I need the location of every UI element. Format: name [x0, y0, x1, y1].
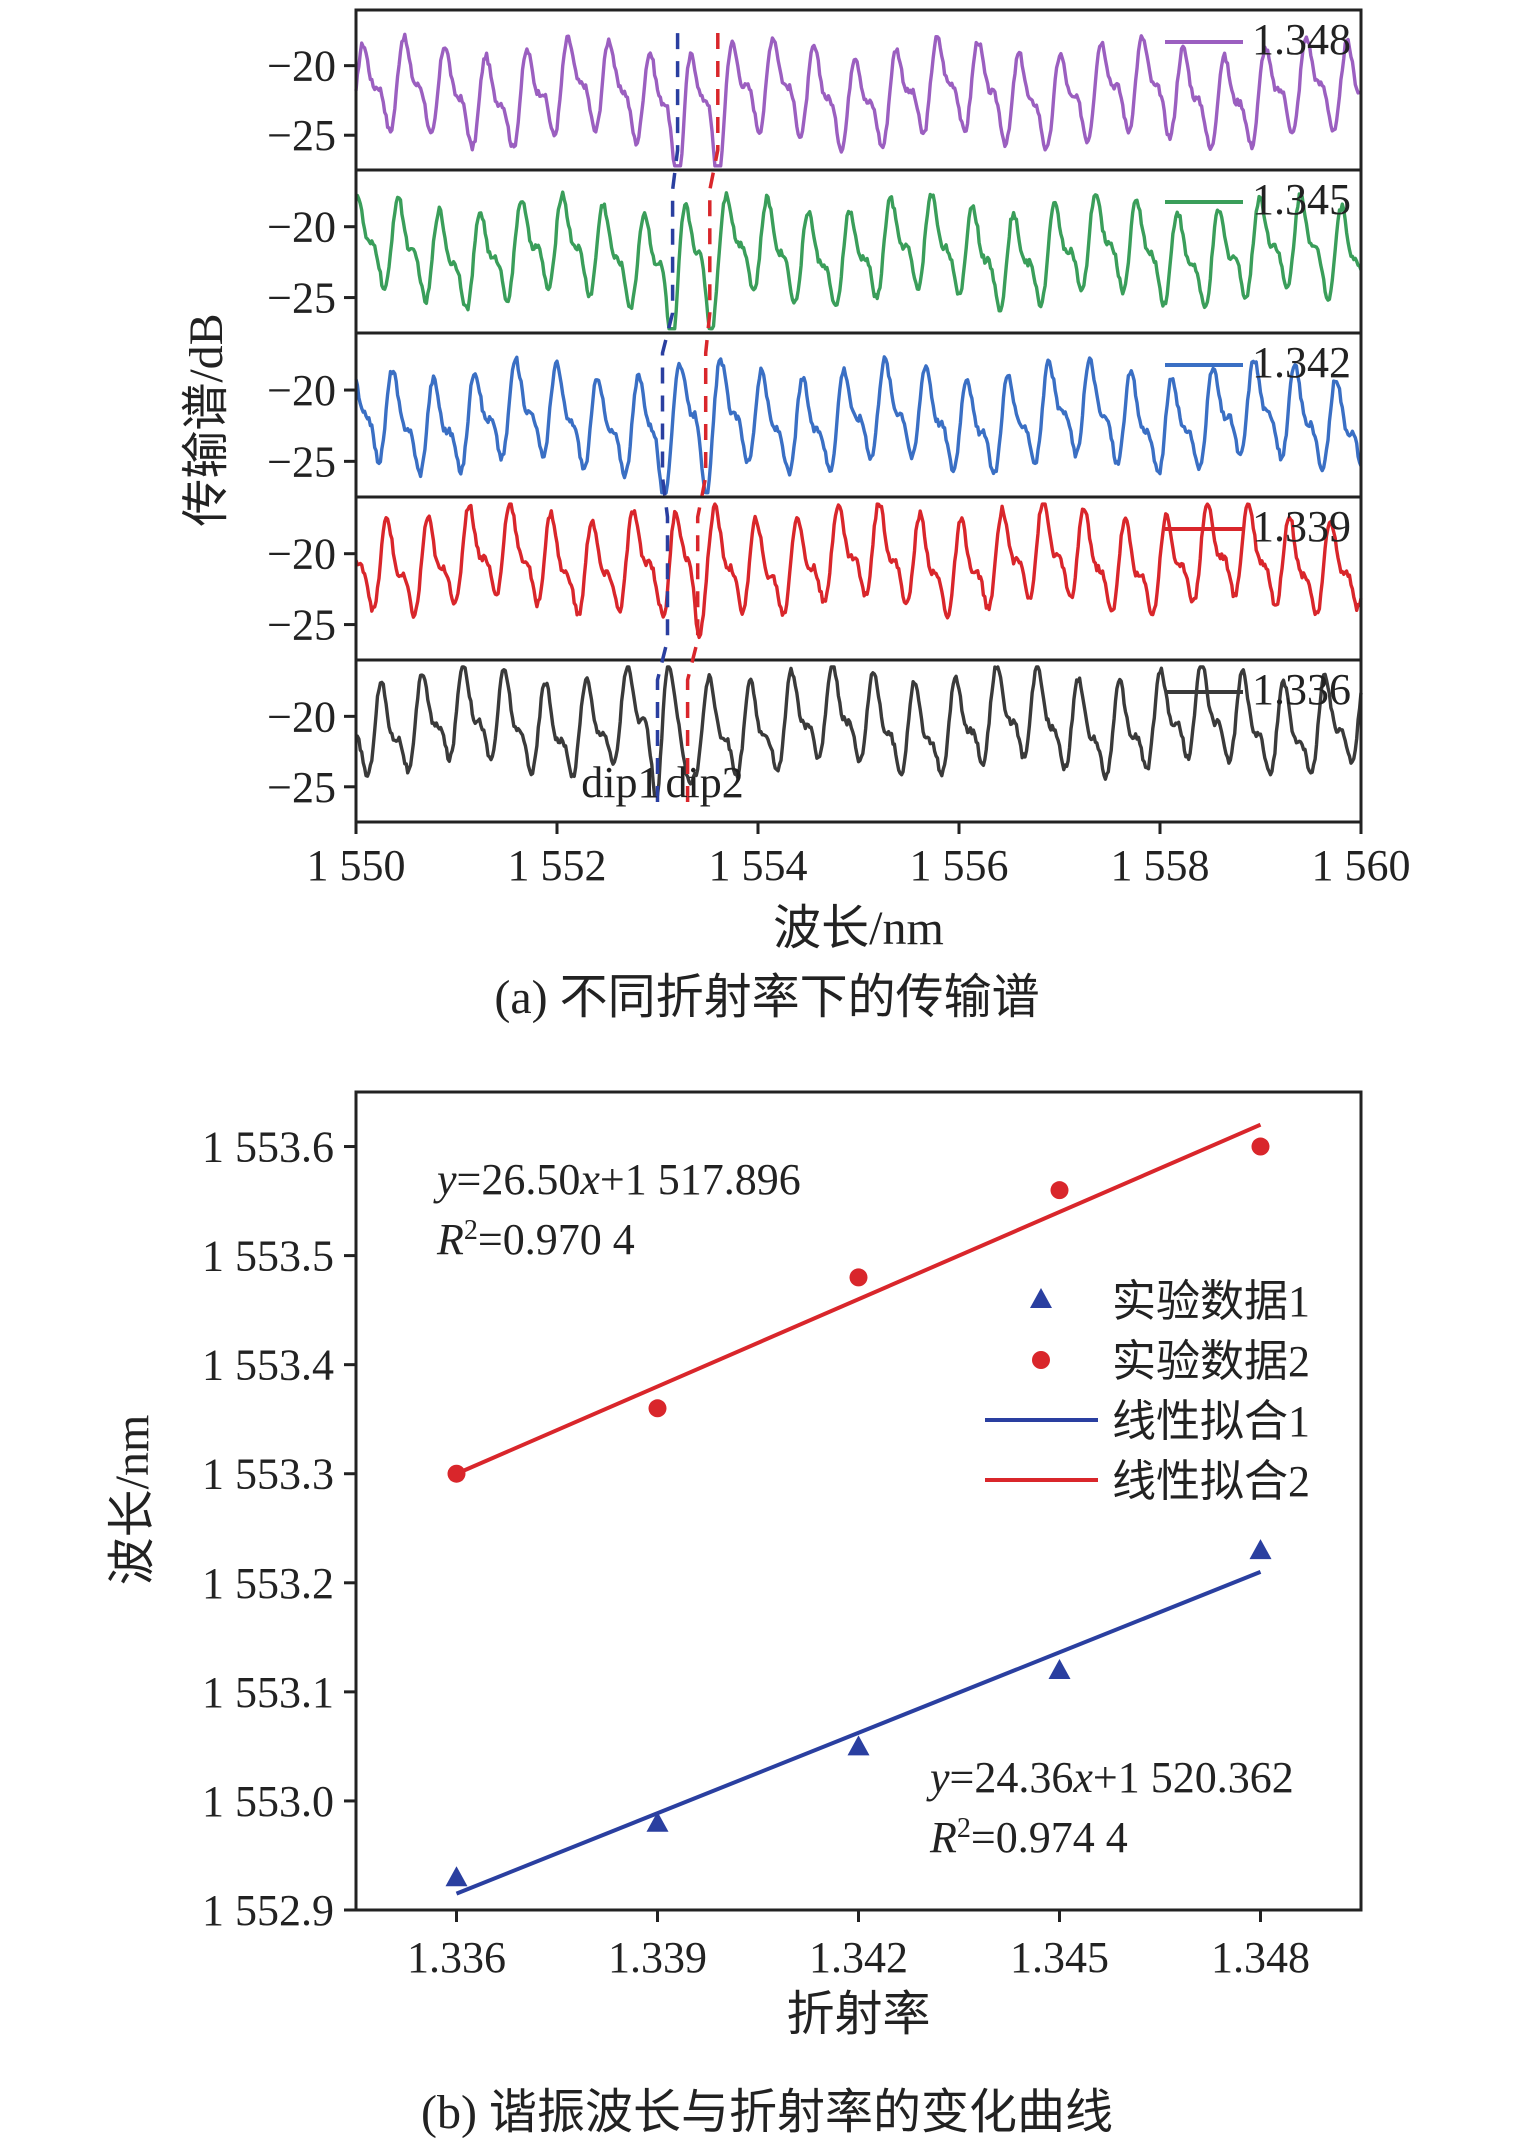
panel-frame: [354, 658, 1363, 824]
x-axis-label: 波长/nm: [773, 902, 944, 955]
x-tick-label: 1.336: [407, 1933, 506, 1982]
y-tick-label: −25: [267, 763, 336, 812]
y-tick-label: −20: [267, 366, 336, 415]
y-tick-label: −20: [267, 530, 336, 579]
spectrum-line-1.342: [354, 355, 1363, 495]
equation-part: 2: [464, 1215, 478, 1246]
legend-marker-实验数据1: [1030, 1288, 1052, 1308]
fit-line-线性拟合1: [455, 1570, 1262, 1896]
y-tick-label: 1 553.1: [202, 1668, 334, 1717]
equation-part: 2: [957, 1813, 971, 1844]
dip2-label: dip2: [666, 758, 744, 807]
fit1-equation: y=24.36x+1 520.362: [926, 1753, 1294, 1802]
y-tick-label: 1 553.0: [202, 1777, 334, 1826]
x-tick-label: 1 552: [508, 841, 607, 890]
legend-marker-实验数据2: [1032, 1351, 1050, 1369]
data-point-实验数据1: [847, 1735, 870, 1756]
data-point-实验数据1: [1048, 1659, 1071, 1680]
chart-b-caption: (b) 谐振波长与折射率的变化曲线: [421, 2086, 1113, 2139]
fit-line-线性拟合2: [455, 1122, 1262, 1476]
spectrum-line-1.336: [355, 665, 1363, 798]
legend-label-实验数据1: 实验数据1: [1112, 1277, 1310, 1326]
x-tick-label: 1 550: [307, 841, 406, 890]
spectrum-panel-1.348: −20 −25 1.348: [267, 8, 1363, 172]
legend-label-实验数据2: 实验数据2: [1112, 1337, 1310, 1386]
legend-label-1.339: 1.339: [1252, 502, 1351, 551]
x-tick-label: 1.342: [809, 1933, 908, 1982]
equation-part: +1 517.896: [600, 1155, 801, 1204]
legend: 实验数据1 实验数据2 线性拟合1 线性拟合2: [985, 1277, 1310, 1506]
y-tick-label: 1 553.4: [202, 1341, 334, 1390]
y-tick-label: 1 553.5: [202, 1232, 334, 1281]
fit2-r-squared: R2=0.970 4: [436, 1215, 635, 1265]
y-tick-label: −20: [267, 692, 336, 741]
y-tick-label: 1 553.3: [202, 1450, 334, 1499]
chart-a-transmission-spectra: −20 −25 1.348 −20 −25 1.345 −20 −25 1.342 −20 −25 1…: [180, 8, 1411, 955]
spectrum-panel-1.342: −20 −25 1.342: [267, 331, 1363, 499]
data-point-实验数据1: [1249, 1539, 1272, 1560]
spectrum-line-1.339: [354, 502, 1363, 640]
x-axis-label: 折射率: [786, 1988, 930, 2041]
equation-part: y: [433, 1155, 457, 1204]
y-tick-label: −25: [267, 111, 336, 160]
equation-part: x: [1072, 1753, 1093, 1802]
data-point-实验数据2: [849, 1268, 868, 1287]
equation-part: =0.970 4: [478, 1215, 635, 1264]
y-axis-label: 波长/nm: [106, 1415, 159, 1586]
y-tick-label: −20: [267, 42, 336, 91]
x-tick-label: 1 554: [709, 841, 808, 890]
fit2-equation: y=26.50x+1 517.896: [433, 1155, 801, 1204]
data-point-实验数据2: [447, 1464, 466, 1483]
x-tick-label: 1.339: [608, 1933, 707, 1982]
dip1-marker-line: [655, 30, 680, 802]
spectrum-line-1.345: [354, 190, 1363, 331]
y-tick-label: −20: [267, 203, 336, 252]
fit1-r-squared: R2=0.974 4: [929, 1813, 1128, 1863]
dip2-marker-line: [685, 30, 720, 802]
x-tick-label: 1.345: [1010, 1933, 1109, 1982]
x-tick-label: 1 560: [1312, 841, 1411, 890]
data-point-实验数据2: [1251, 1137, 1270, 1156]
equation-part: y: [926, 1753, 950, 1802]
x-tick-label: 1 558: [1111, 841, 1210, 890]
data-point-实验数据2: [1050, 1181, 1069, 1200]
equation-part: =24.36: [950, 1753, 1074, 1802]
spectrum-panel-1.339: −20 −25 1.339: [267, 495, 1363, 662]
y-tick-label: 1 553.6: [202, 1123, 334, 1172]
spectrum-line-1.348: [354, 32, 1363, 168]
y-tick-label: 1 553.2: [202, 1559, 334, 1608]
y-tick-label: −25: [267, 274, 336, 323]
legend-label-1.348: 1.348: [1252, 15, 1351, 64]
spectrum-panel-1.336: −20 −25 1.336: [267, 658, 1363, 824]
y-axis-label: 传输谱/dB: [180, 313, 233, 526]
y-tick-label: 1 552.9: [202, 1886, 334, 1935]
legend-label-1.345: 1.345: [1252, 175, 1351, 224]
data-point-实验数据2: [648, 1399, 667, 1418]
x-tick-label: 1 556: [910, 841, 1009, 890]
equation-part: x: [579, 1155, 600, 1204]
y-tick-label: −25: [267, 601, 336, 650]
legend-label-线性拟合1: 线性拟合1: [1112, 1397, 1310, 1446]
data-point-实验数据1: [445, 1866, 468, 1887]
equation-part: =0.974 4: [971, 1813, 1128, 1862]
equation-part: =26.50: [457, 1155, 581, 1204]
spectrum-panel-1.345: −20 −25 1.345: [267, 168, 1363, 335]
chart-a-caption: (a) 不同折射率下的传输谱: [494, 971, 1039, 1024]
legend-label-1.342: 1.342: [1252, 338, 1351, 387]
y-tick-label: −25: [267, 437, 336, 486]
legend-label-线性拟合2: 线性拟合2: [1112, 1457, 1310, 1506]
dip1-label: dip1: [581, 758, 659, 807]
data-point-实验数据1: [646, 1811, 669, 1832]
x-tick-label: 1.348: [1211, 1933, 1310, 1982]
equation-part: R: [436, 1215, 464, 1264]
equation-part: +1 520.362: [1093, 1753, 1294, 1802]
equation-part: R: [929, 1813, 957, 1862]
chart-b-wavelength-vs-index: 1 552.9 1 553.0 1 553.1 1 553.2 1 553.3 1 553…: [106, 1090, 1363, 2041]
legend-label-1.336: 1.336: [1252, 665, 1351, 714]
